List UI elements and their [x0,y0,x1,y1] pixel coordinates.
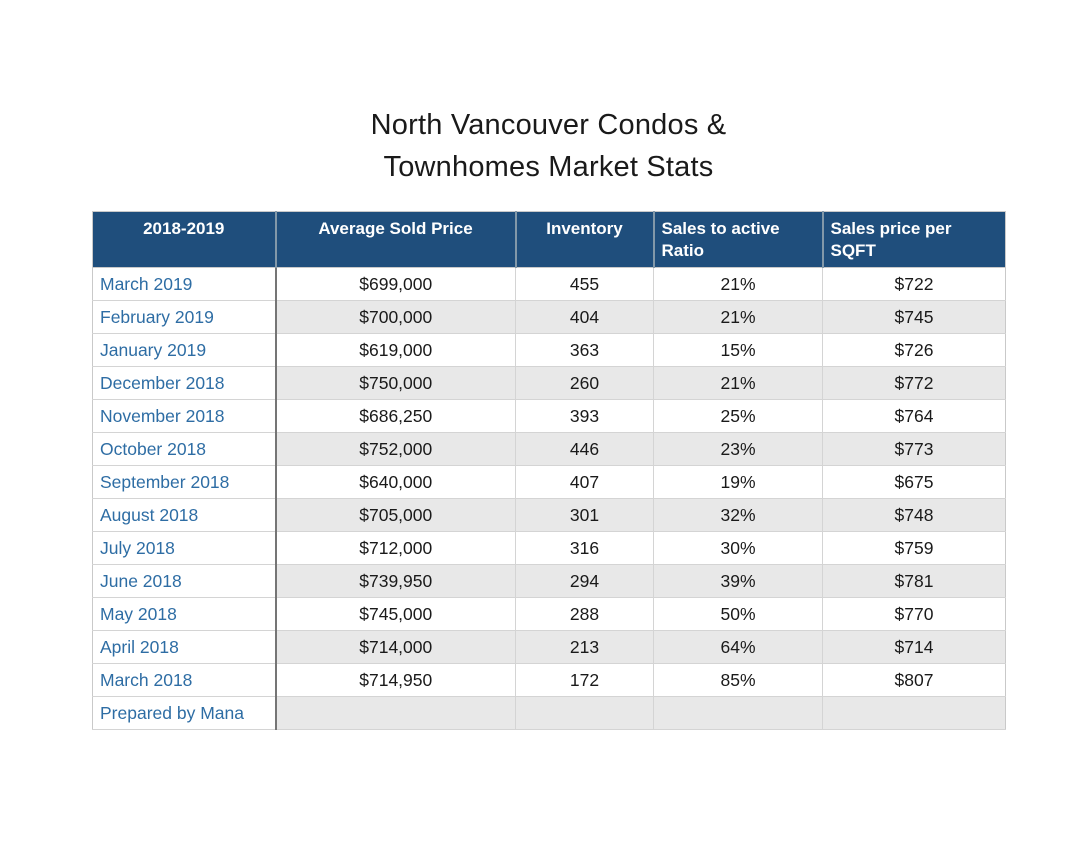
table-row: August 2018 $705,000 301 32% $748 [92,498,1006,532]
cell-month: February 2019 [92,300,277,334]
cell-average-sold-price: $752,000 [275,432,516,466]
column-header-average-sold-price: Average Sold Price [275,211,517,268]
cell-inventory: 294 [515,564,654,598]
cell-sales-price-per-sqft: $714 [822,630,1006,664]
cell-sales-price-per-sqft: $770 [822,597,1006,631]
cell-sales-price-per-sqft [822,696,1006,730]
page-title: North Vancouver Condos & Townhomes Marke… [92,104,1005,188]
cell-inventory: 363 [515,333,654,367]
cell-sales-price-per-sqft: $722 [822,267,1006,301]
header-row: 2018-2019 Average Sold Price Inventory S… [92,211,1006,268]
cell-sales-to-active-ratio: 21% [653,300,823,334]
table-row: October 2018 $752,000 446 23% $773 [92,432,1006,466]
cell-inventory: 455 [515,267,654,301]
column-header-sales-price-per-sqft: Sales price per SQFT [822,211,1006,268]
cell-average-sold-price: $739,950 [275,564,516,598]
table-row: September 2018 $640,000 407 19% $675 [92,465,1006,499]
page-title-line2: Townhomes Market Stats [383,151,714,183]
cell-sales-price-per-sqft: $748 [822,498,1006,532]
cell-average-sold-price: $699,000 [275,267,516,301]
cell-average-sold-price: $619,000 [275,333,516,367]
cell-month: November 2018 [92,399,277,433]
cell-sales-to-active-ratio: 23% [653,432,823,466]
cell-sales-to-active-ratio: 19% [653,465,823,499]
cell-sales-price-per-sqft: $759 [822,531,1006,565]
cell-sales-to-active-ratio: 30% [653,531,823,565]
cell-sales-price-per-sqft: $781 [822,564,1006,598]
cell-average-sold-price [275,696,516,730]
cell-month: August 2018 [92,498,277,532]
cell-inventory: 407 [515,465,654,499]
cell-month: March 2018 [92,663,277,697]
cell-average-sold-price: $700,000 [275,300,516,334]
cell-sales-to-active-ratio: 50% [653,597,823,631]
cell-average-sold-price: $686,250 [275,399,516,433]
table-row: March 2019 $699,000 455 21% $722 [92,267,1006,301]
cell-inventory: 213 [515,630,654,664]
market-stats-table: 2018-2019 Average Sold Price Inventory S… [92,211,1006,730]
cell-month: June 2018 [92,564,277,598]
cell-sales-to-active-ratio: 39% [653,564,823,598]
footer-row: Prepared by Mana [92,696,1006,730]
page-title-line1: North Vancouver Condos & [370,109,727,141]
cell-sales-to-active-ratio [653,696,823,730]
cell-sales-price-per-sqft: $675 [822,465,1006,499]
table-row: May 2018 $745,000 288 50% $770 [92,597,1006,631]
column-header-sales-to-active-ratio: Sales to active Ratio [653,211,824,268]
cell-average-sold-price: $705,000 [275,498,516,532]
table-row: November 2018 $686,250 393 25% $764 [92,399,1006,433]
cell-sales-price-per-sqft: $807 [822,663,1006,697]
cell-inventory [515,696,654,730]
cell-inventory: 446 [515,432,654,466]
cell-sales-to-active-ratio: 21% [653,366,823,400]
cell-average-sold-price: $745,000 [275,597,516,631]
cell-sales-to-active-ratio: 21% [653,267,823,301]
cell-average-sold-price: $714,950 [275,663,516,697]
cell-inventory: 260 [515,366,654,400]
table-row: February 2019 $700,000 404 21% $745 [92,300,1006,334]
cell-inventory: 288 [515,597,654,631]
table-row: March 2018 $714,950 172 85% $807 [92,663,1006,697]
cell-sales-price-per-sqft: $772 [822,366,1006,400]
cell-inventory: 393 [515,399,654,433]
cell-average-sold-price: $714,000 [275,630,516,664]
cell-average-sold-price: $712,000 [275,531,516,565]
table-body: March 2019 $699,000 455 21% $722 February 201… [92,267,1006,730]
cell-average-sold-price: $750,000 [275,366,516,400]
cell-sales-to-active-ratio: 32% [653,498,823,532]
table-row: April 2018 $714,000 213 64% $714 [92,630,1006,664]
cell-month: March 2019 [92,267,277,301]
cell-month: January 2019 [92,333,277,367]
cell-month: April 2018 [92,630,277,664]
table-row: July 2018 $712,000 316 30% $759 [92,531,1006,565]
cell-month: Prepared by Mana [92,696,277,730]
cell-month: October 2018 [92,432,277,466]
cell-sales-price-per-sqft: $764 [822,399,1006,433]
cell-month: December 2018 [92,366,277,400]
cell-inventory: 301 [515,498,654,532]
cell-inventory: 404 [515,300,654,334]
cell-month: July 2018 [92,531,277,565]
cell-sales-price-per-sqft: $745 [822,300,1006,334]
cell-sales-to-active-ratio: 15% [653,333,823,367]
cell-month: May 2018 [92,597,277,631]
table-row: December 2018 $750,000 260 21% $772 [92,366,1006,400]
column-header-inventory: Inventory [515,211,655,268]
cell-inventory: 172 [515,663,654,697]
cell-inventory: 316 [515,531,654,565]
cell-sales-to-active-ratio: 64% [653,630,823,664]
cell-sales-to-active-ratio: 85% [653,663,823,697]
cell-month: September 2018 [92,465,277,499]
table-row: January 2019 $619,000 363 15% $726 [92,333,1006,367]
cell-sales-price-per-sqft: $773 [822,432,1006,466]
table-row: June 2018 $739,950 294 39% $781 [92,564,1006,598]
cell-average-sold-price: $640,000 [275,465,516,499]
cell-sales-to-active-ratio: 25% [653,399,823,433]
column-header-period: 2018-2019 [92,211,277,268]
cell-sales-price-per-sqft: $726 [822,333,1006,367]
